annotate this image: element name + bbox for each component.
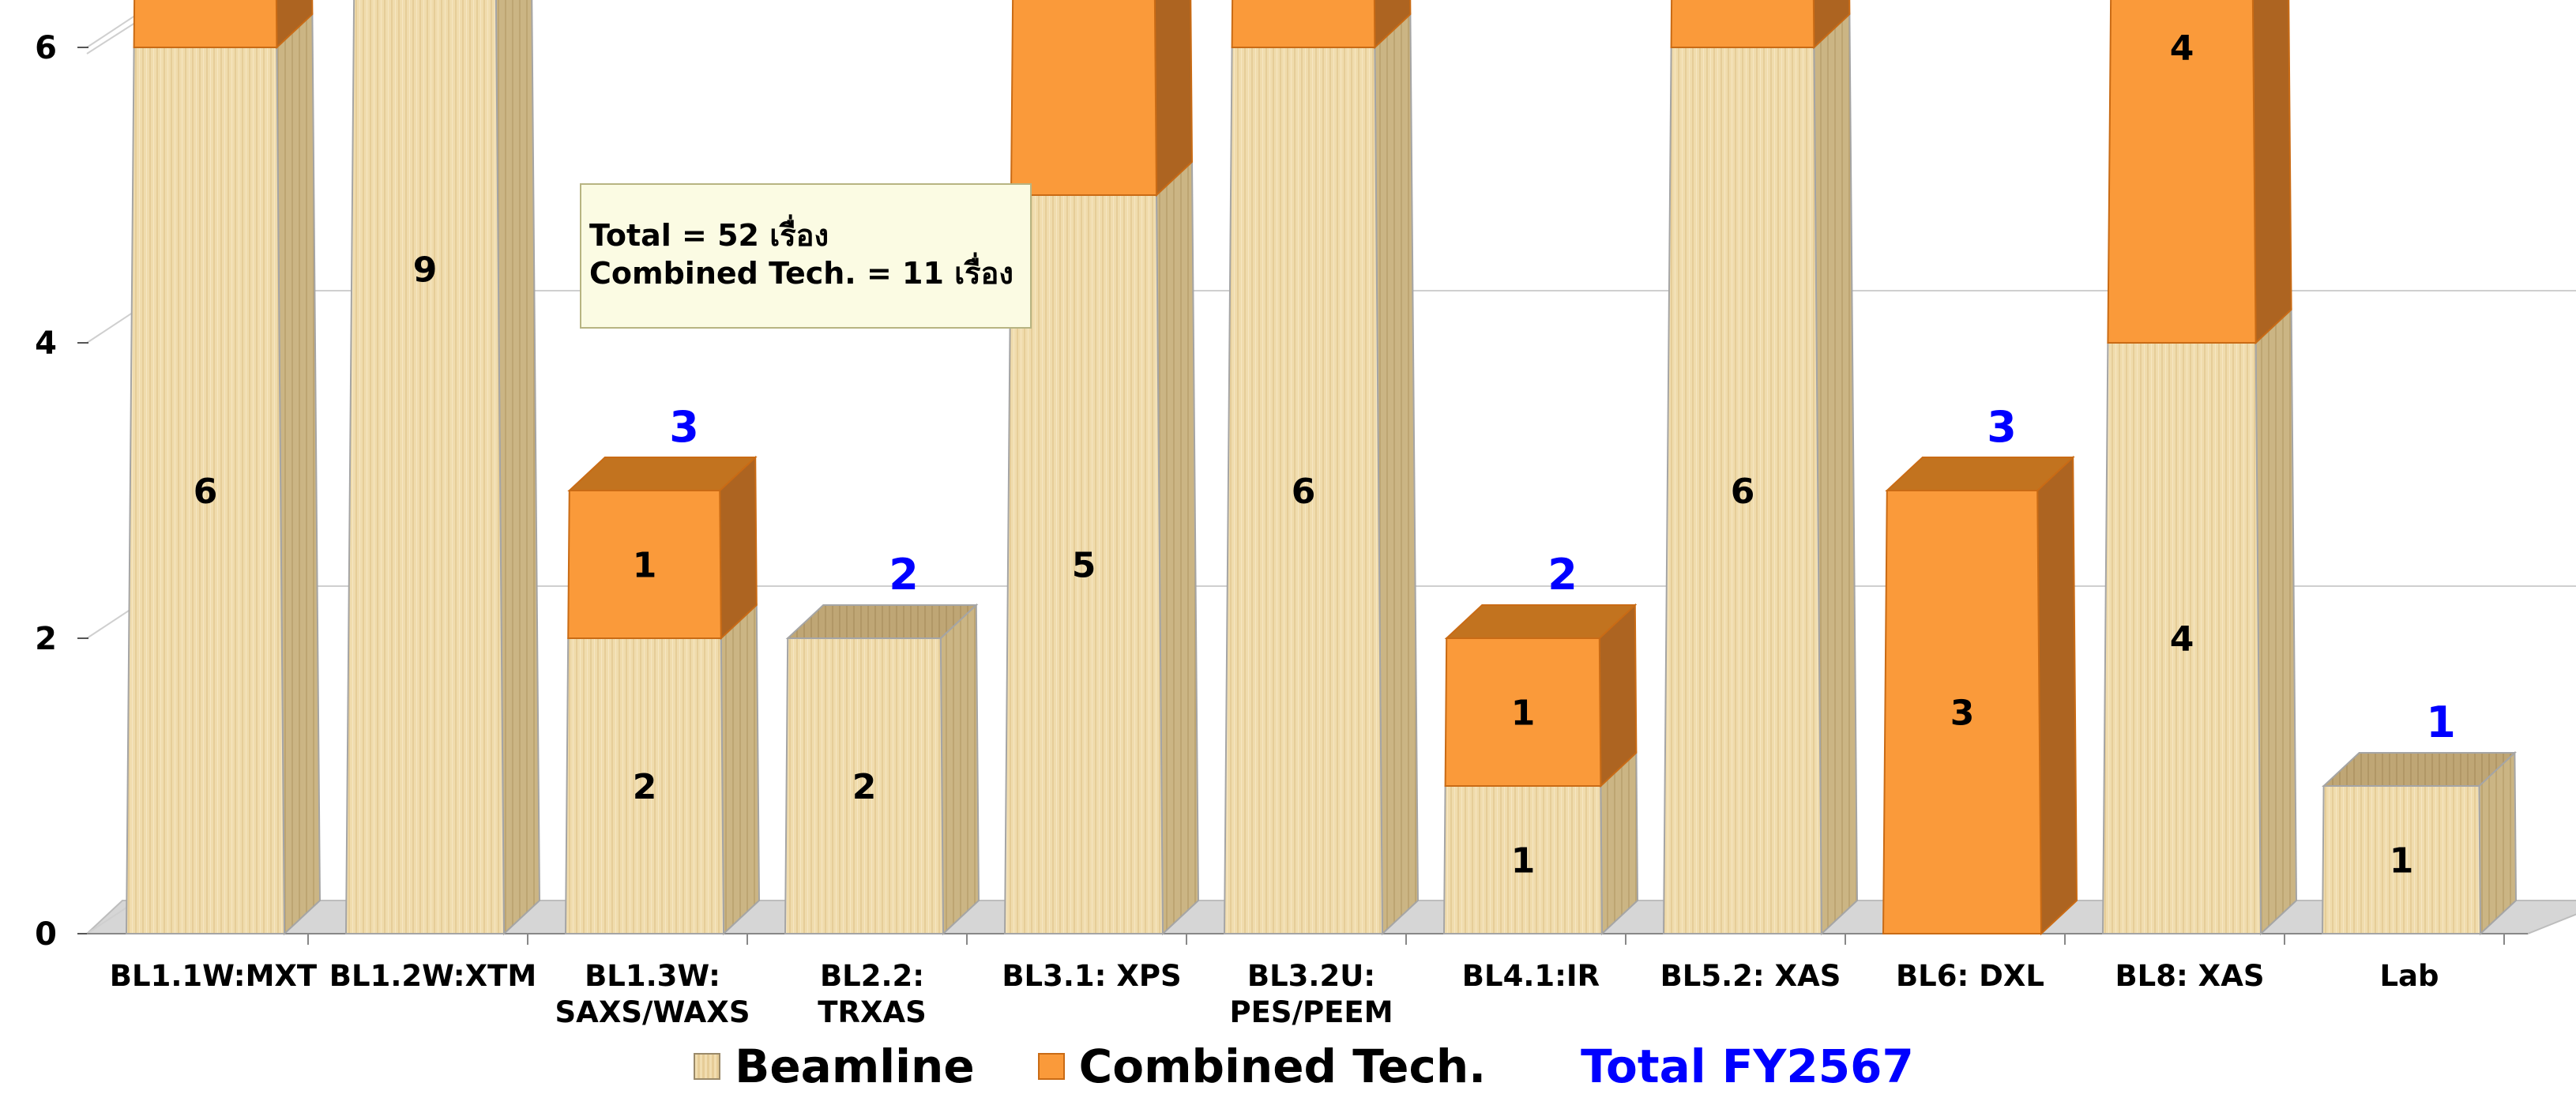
legend-swatch-combined bbox=[1037, 1053, 1065, 1080]
data-label-combined: 1 bbox=[1511, 694, 1536, 734]
data-label-combined: 4 bbox=[2170, 28, 2194, 69]
bar-top bbox=[1885, 457, 2075, 491]
data-label-beamline: 1 bbox=[2390, 841, 2414, 882]
data-label-beamline: 2 bbox=[852, 767, 877, 807]
annotation-line-2: Combined Tech. = 11 เรื่อง bbox=[589, 256, 1013, 291]
bar-combined bbox=[2107, 0, 2257, 344]
bar-combined bbox=[133, 0, 278, 48]
data-label-beamline: 6 bbox=[1292, 472, 1316, 512]
data-label-combined: 3 bbox=[1950, 694, 1975, 734]
legend-swatch-beamline bbox=[694, 1053, 721, 1080]
total-label: 1 bbox=[2426, 698, 2456, 747]
x-tick-label: BL8: XAS bbox=[2115, 959, 2264, 993]
bar-side-combined bbox=[1153, 0, 1194, 197]
legend: Beamline Combined Tech. Total FY2567 bbox=[0, 1031, 2576, 1102]
x-tick-label: BL3.2U: bbox=[1247, 959, 1375, 993]
total-label: 3 bbox=[669, 402, 699, 452]
bar-top bbox=[785, 604, 979, 639]
labels-layer: 0246810126410BL1.1W:MXT9110BL1.2W:XTM213… bbox=[35, 28, 2456, 1029]
bar-side-beamline bbox=[939, 603, 980, 936]
y-tick-label: 2 bbox=[35, 621, 57, 657]
data-label-beamline: 9 bbox=[413, 250, 438, 291]
annotation-line-1: Total = 52 เรื่อง bbox=[589, 218, 829, 253]
data-label-beamline: 1 bbox=[1511, 841, 1536, 882]
data-label-beamline: 2 bbox=[633, 767, 657, 807]
bar-top bbox=[2322, 752, 2517, 787]
x-tick-label: BL2.2: bbox=[820, 959, 924, 993]
bar-combined bbox=[1231, 0, 1376, 48]
bar-combined bbox=[1010, 0, 1158, 196]
bar-beamline bbox=[344, 0, 506, 934]
total-label: 2 bbox=[1547, 550, 1578, 600]
x-tick-label: BL1.3W: bbox=[585, 959, 720, 993]
legend-label-combined: Combined Tech. bbox=[1078, 1040, 1487, 1093]
legend-item-beamline: Beamline bbox=[694, 1040, 975, 1093]
total-label: 2 bbox=[889, 550, 919, 600]
legend-item-combined: Combined Tech. bbox=[1037, 1040, 1487, 1093]
bars-layer bbox=[125, 0, 2518, 936]
bar-side-combined bbox=[2251, 0, 2292, 345]
legend-label-total: Total FY2567 bbox=[1581, 1040, 1914, 1093]
y-tick-label: 0 bbox=[35, 916, 57, 953]
x-tick-label: BL3.1: XPS bbox=[1002, 959, 1181, 993]
x-tick-label: Lab bbox=[2379, 959, 2439, 993]
bar-side-beamline bbox=[2254, 307, 2298, 936]
bar-side-combined bbox=[275, 0, 314, 50]
bar-side-beamline bbox=[720, 603, 761, 936]
summary-annotation: Total = 52 เรื่อง Combined Tech. = 11 เร… bbox=[580, 183, 1032, 329]
bar-combined bbox=[1670, 0, 1815, 48]
bar-top bbox=[567, 457, 758, 491]
data-label-beamline: 6 bbox=[194, 472, 218, 512]
data-label-beamline: 4 bbox=[2170, 619, 2194, 660]
data-label-beamline: 6 bbox=[1731, 472, 1755, 512]
x-tick-label: SAXS/WAXS bbox=[555, 995, 750, 1029]
bar-top bbox=[1444, 604, 1638, 639]
total-label: 3 bbox=[1987, 402, 2017, 452]
y-tick-label: 6 bbox=[35, 30, 57, 66]
x-tick-label: TRXAS bbox=[818, 995, 927, 1029]
bar-side-beamline bbox=[1155, 160, 1200, 936]
x-tick-label: BL6: DXL bbox=[1896, 959, 2044, 993]
x-tick-label: BL5.2: XAS bbox=[1660, 959, 1841, 993]
legend-label-beamline: Beamline bbox=[735, 1040, 975, 1093]
bar-side-combined bbox=[1812, 0, 1851, 50]
x-tick-label: PES/PEEM bbox=[1229, 995, 1393, 1029]
bar-side-combined bbox=[2036, 455, 2078, 936]
x-tick-label: BL1.2W:XTM bbox=[329, 959, 536, 993]
data-label-combined: 1 bbox=[633, 546, 657, 586]
y-tick-label: 4 bbox=[35, 325, 57, 362]
x-tick-label: BL4.1:IR bbox=[1462, 959, 1600, 993]
bar-side-combined bbox=[1373, 0, 1412, 50]
x-tick-label: BL1.1W:MXT bbox=[110, 959, 318, 993]
data-label-beamline: 5 bbox=[1072, 546, 1096, 586]
